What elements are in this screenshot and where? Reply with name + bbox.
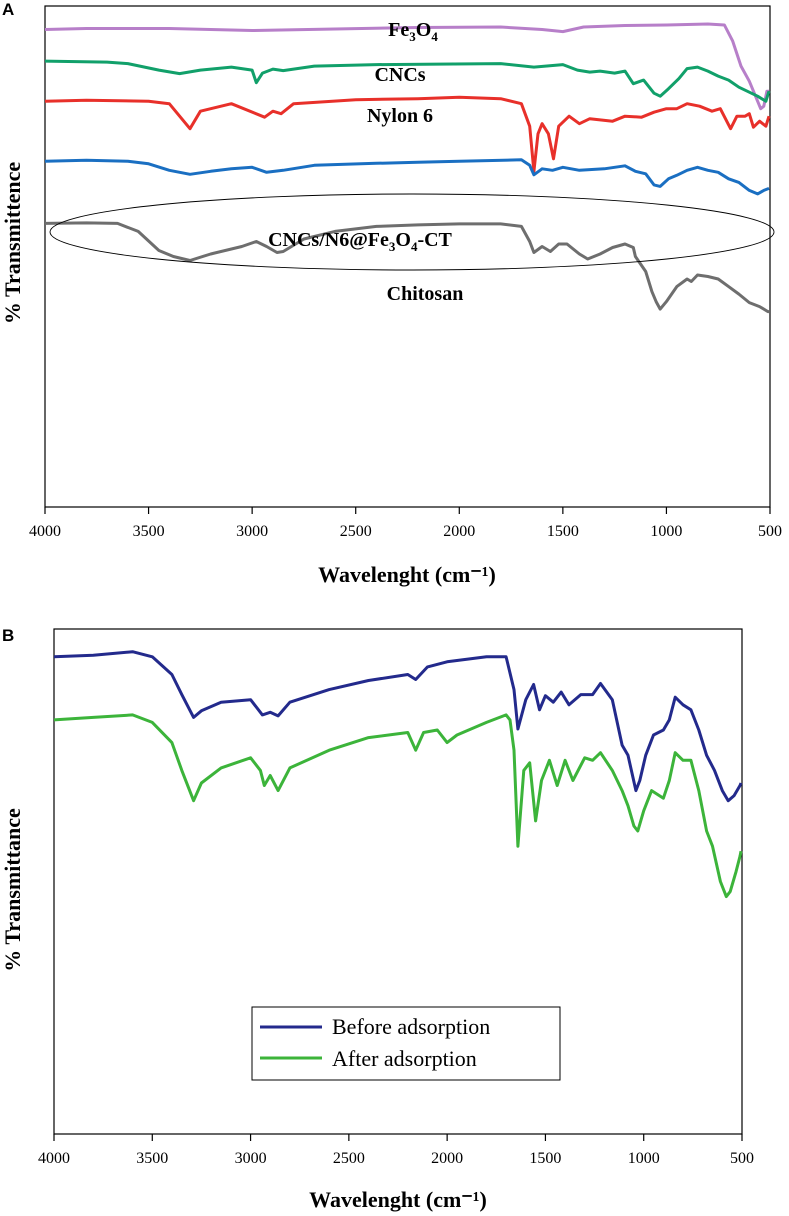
series-line-a-0 (44, 22, 769, 111)
x-ticks-a: 4000 3500 3000 2500 2000 1500 1000 500 (29, 507, 782, 540)
highlight-ellipse (49, 193, 775, 271)
panel-a: A 4000 3500 3000 2500 2000 1500 1000 500 Fe3O4 … (0, 0, 782, 587)
series-label-nylon6: Nylon 6 (367, 105, 433, 127)
x-tick-label-b: 3000 (235, 1150, 267, 1167)
series-lines-a (44, 22, 771, 314)
series-line-b-1 (53, 713, 743, 899)
series-line-a-2 (44, 95, 771, 173)
x-tick-label-a: 2000 (443, 523, 475, 540)
x-tick-label-b: 4000 (38, 1150, 70, 1167)
series-label-fe3o4: Fe3O4 (388, 19, 438, 44)
series-line-a-3 (44, 158, 770, 196)
x-ticks-b: 4000 3500 3000 2500 2000 1500 1000 500 (38, 1134, 754, 1167)
legend-box (251, 1006, 561, 1081)
series-line-a-1 (44, 59, 771, 103)
x-tick-label-a: 3000 (236, 523, 268, 540)
x-tick-label-a: 500 (758, 523, 782, 540)
x-tick-label-b: 500 (730, 1150, 754, 1167)
x-axis-title-a: Wavelenght (cm⁻¹) (318, 562, 496, 587)
series-label-chitosan: Chitosan (387, 283, 464, 305)
series-label-composite: CNCs/N6@Fe3O4-CT (268, 229, 452, 254)
legend-label-after: After adsorption (332, 1046, 477, 1071)
x-tick-label-b: 1500 (529, 1150, 561, 1167)
x-tick-label-b: 2500 (333, 1150, 365, 1167)
legend: Before adsorption After adsorption (251, 1006, 561, 1081)
legend-label-before: Before adsorption (332, 1014, 490, 1039)
x-tick-label-b: 3500 (136, 1150, 168, 1167)
plot-frame-b (53, 628, 743, 1135)
series-line-b-0 (53, 650, 743, 803)
panel-b: B 4000 3500 3000 2500 2000 1500 1000 500 Before… (0, 626, 754, 1212)
plot-frame-a (44, 5, 771, 508)
x-tick-label-a: 2500 (340, 523, 372, 540)
x-axis-title-b: Wavelenght (cm⁻¹) (309, 1187, 487, 1212)
y-axis-title-a: % Transmittence (0, 162, 25, 325)
panel-letter-a: A (2, 0, 14, 19)
x-tick-label-a: 4000 (29, 523, 61, 540)
y-axis-title-b: % Transmittance (0, 808, 25, 972)
x-tick-label-a: 3500 (133, 523, 165, 540)
series-label-cncs: CNCs (374, 64, 425, 86)
x-tick-label-a: 1000 (650, 523, 682, 540)
x-tick-label-b: 1000 (628, 1150, 660, 1167)
panel-letter-b: B (2, 626, 14, 645)
x-tick-label-a: 1500 (547, 523, 579, 540)
series-line-a-4 (44, 221, 770, 314)
x-tick-label-b: 2000 (431, 1150, 463, 1167)
series-lines-b (53, 650, 743, 899)
series-labels-a: Fe3O4 CNCs Nylon 6 CNCs/N6@Fe3O4-CT Chit… (268, 19, 463, 305)
